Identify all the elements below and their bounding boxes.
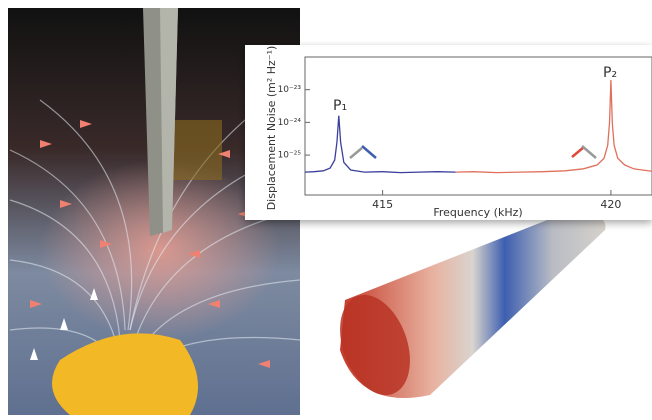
y-axis-label: Displacement Noise (m² Hz⁻¹) bbox=[265, 46, 278, 211]
y-tick-label: 10⁻²⁴ bbox=[278, 118, 302, 128]
spectrum-inset: Displacement Noise (m² Hz⁻¹) Frequency (… bbox=[245, 45, 652, 220]
y-tick-label: 10⁻²⁵ bbox=[278, 151, 302, 161]
spectrum-line bbox=[304, 115, 456, 174]
x-tick-label: 415 bbox=[372, 198, 393, 211]
peak-label: P₂ bbox=[603, 65, 617, 81]
peak-label: P₁ bbox=[333, 98, 347, 114]
x-tick-label: 420 bbox=[600, 198, 621, 211]
spectrum-line bbox=[455, 79, 652, 174]
y-tick-label: 10⁻²³ bbox=[278, 85, 302, 95]
tube-illustration bbox=[340, 214, 606, 398]
x-axis-label: Frequency (kHz) bbox=[433, 206, 522, 219]
